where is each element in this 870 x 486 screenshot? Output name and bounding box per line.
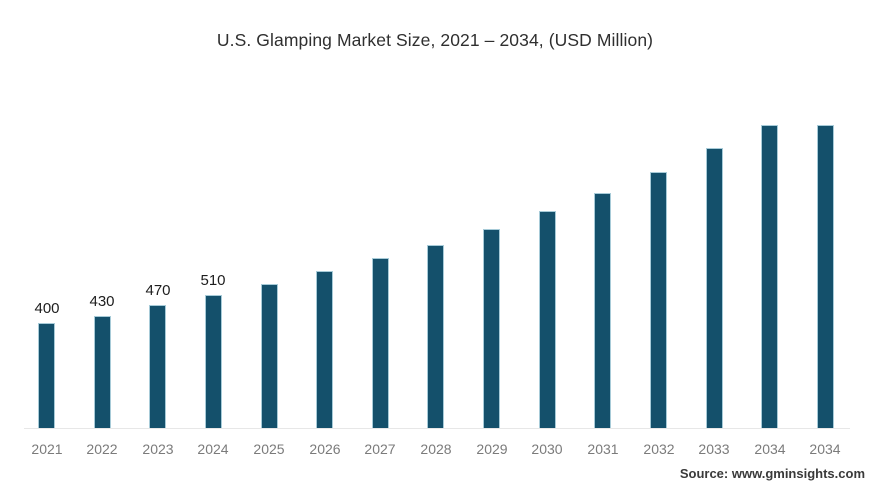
bar (650, 172, 667, 428)
x-axis-label: 2033 (698, 441, 730, 457)
bar (261, 284, 278, 428)
x-axis-label: 2023 (142, 441, 174, 457)
x-axis-label: 2032 (643, 441, 675, 457)
bar-value-label: 510 (200, 272, 226, 289)
x-axis-label: 2034 (754, 441, 786, 457)
x-axis-label: 2024 (197, 441, 229, 457)
bar (483, 229, 500, 428)
bar (38, 323, 55, 428)
bar (594, 193, 611, 428)
bar (372, 258, 389, 428)
bar (205, 295, 222, 428)
x-axis-label: 2025 (253, 441, 285, 457)
x-axis-label: 2022 (86, 441, 118, 457)
x-axis-label: 2028 (420, 441, 452, 457)
bar (706, 148, 723, 428)
bar-value-label: 470 (145, 282, 171, 299)
x-axis-label: 2034 (809, 441, 841, 457)
bar (539, 211, 556, 428)
x-axis-label: 2026 (309, 441, 341, 457)
bar-value-label: 400 (34, 300, 60, 317)
x-axis-line (24, 428, 850, 429)
bar (817, 125, 834, 428)
chart-title: U.S. Glamping Market Size, 2021 – 2034, … (216, 30, 654, 50)
x-axis-label: 2031 (587, 441, 619, 457)
x-axis-label: 2027 (364, 441, 396, 457)
bar (149, 305, 166, 428)
x-axis-label: 2029 (476, 441, 508, 457)
bar (94, 316, 111, 428)
bar (761, 125, 778, 428)
x-axis-label: 2021 (31, 441, 63, 457)
source-note: Source: www.gminsights.com (679, 466, 865, 481)
bar (316, 271, 333, 428)
x-axis-label: 2030 (531, 441, 563, 457)
bar (427, 245, 444, 428)
bar-value-label: 430 (89, 293, 115, 310)
